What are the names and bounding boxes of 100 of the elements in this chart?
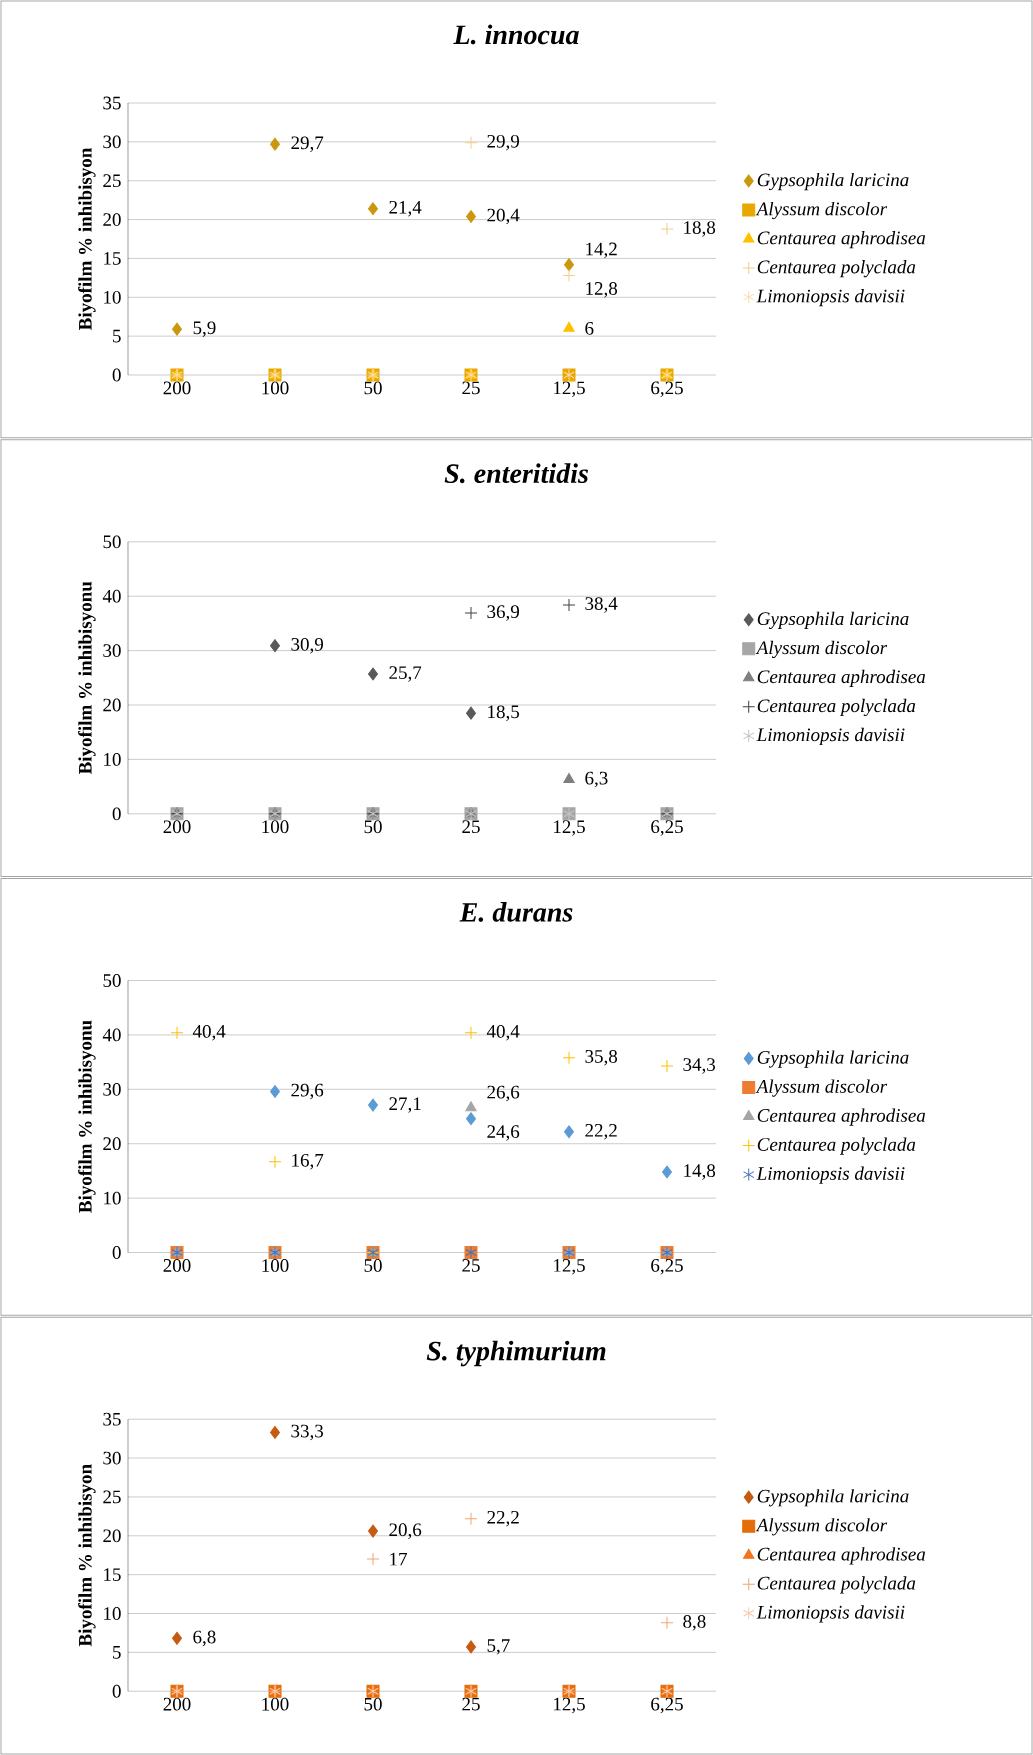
x-tick-label: 12,5	[554, 820, 585, 836]
legend-label: Centaurea aphrodisea	[757, 669, 926, 688]
data-label: 6,8	[193, 1630, 216, 1647]
y-tick-label: 20	[103, 698, 121, 712]
data-label: 18,8	[684, 221, 716, 237]
legend-label: Centaurea aphrodisea	[757, 1547, 926, 1565]
y-tick-label: 0	[112, 1684, 121, 1698]
data-label: 5,9	[193, 321, 216, 337]
y-tick-label: 5	[113, 1646, 121, 1659]
data-label: 21,4	[389, 200, 422, 217]
legend-label: Alyssum discolor	[755, 1518, 888, 1536]
x-tick-label: 100	[262, 820, 289, 834]
chart-title: L. innocua	[453, 24, 579, 45]
legend-label: Limoniopsis davisii	[756, 1166, 905, 1184]
y-tick-label: 40	[102, 589, 121, 603]
data-label: 26,6	[487, 1085, 520, 1102]
y-tick-label: 0	[112, 807, 121, 821]
data-label: 6,3	[585, 771, 608, 788]
y-tick-label: 0	[112, 368, 121, 382]
x-tick-label: 25	[462, 381, 480, 395]
x-tick-label: 50	[364, 1697, 382, 1711]
x-tick-label: 100	[262, 381, 289, 395]
x-tick-label: 25	[462, 1259, 480, 1272]
legend-label: Alyssum discolor	[755, 1079, 888, 1097]
data-label: 14,8	[684, 1164, 716, 1180]
y-tick-label: 15	[104, 1568, 121, 1582]
data-label: 20,6	[389, 1523, 422, 1539]
x-tick-label: 100	[262, 1697, 289, 1711]
y-tick-label: 5	[113, 329, 121, 343]
x-tick-label: 200	[163, 381, 191, 395]
data-label: 34,3	[683, 1058, 716, 1074]
data-label: 29,9	[487, 134, 520, 151]
data-label: 33,3	[291, 1424, 324, 1441]
y-tick-label: 20	[103, 1529, 121, 1543]
legend-label: Centaurea polyclada	[757, 698, 916, 717]
legend-label: Limoniopsis davisii	[756, 1605, 905, 1623]
data-label: 16,7	[292, 1153, 324, 1170]
y-tick-label: 20	[103, 1137, 121, 1151]
data-label: 40,4	[486, 1024, 520, 1041]
y-tick-label: 15	[104, 252, 121, 265]
data-label: 24,6	[487, 1125, 520, 1141]
y-axis-title: Biyofilm % inhibisyonu	[78, 1020, 96, 1213]
data-label: 14,2	[586, 242, 617, 259]
y-tick-label: 30	[103, 1082, 121, 1096]
y-tick-label: 40	[102, 1028, 121, 1042]
x-tick-label: 25	[462, 1697, 480, 1711]
y-tick-label: 35	[103, 96, 121, 110]
x-tick-label: 25	[462, 820, 480, 834]
chart-title: S. typhimurium	[426, 1340, 606, 1367]
legend-label: Centaurea aphrodisea	[757, 230, 926, 249]
data-label: 18,5	[488, 705, 520, 721]
y-axis-title: Biyofilm % inhibisyon	[78, 147, 96, 331]
y-tick-label: 30	[103, 1451, 121, 1465]
legend-label: Centaurea polyclada	[757, 1137, 916, 1155]
y-tick-label: 50	[103, 974, 121, 987]
y-tick-label: 10	[104, 753, 121, 766]
y-tick-label: 25	[103, 1490, 121, 1504]
data-label: 40,4	[192, 1024, 226, 1041]
legend-label: Gypsophila laricina	[757, 611, 909, 629]
data-label: 29,6	[291, 1083, 324, 1100]
x-tick-label: 6,25	[651, 1697, 683, 1714]
legend-label: Limoniopsis davisii	[756, 727, 905, 746]
data-label: 12,8	[586, 282, 618, 298]
y-tick-label: 10	[104, 290, 121, 304]
legend-label: Gypsophila laricina	[757, 1489, 909, 1507]
data-label: 17	[390, 1552, 407, 1566]
legend-label: Centaurea aphrodisea	[757, 1108, 926, 1126]
chart-title: S. enteritidis	[444, 463, 589, 484]
x-tick-label: 200	[163, 1259, 191, 1272]
x-tick-label: 50	[364, 820, 382, 834]
x-tick-label: 6,25	[651, 381, 683, 398]
y-tick-label: 10	[104, 1191, 121, 1205]
data-label: 29,7	[291, 136, 324, 152]
x-tick-label: 12,5	[554, 1697, 585, 1714]
legend-label: Gypsophila laricina	[757, 1050, 909, 1068]
data-label: 22,2	[585, 1123, 617, 1140]
x-tick-label: 12,5	[554, 381, 585, 398]
y-axis-title: Biyofilm % inhibisyonu	[78, 581, 96, 775]
y-tick-label: 20	[103, 213, 121, 226]
chart-title: E. durans	[459, 902, 573, 922]
y-axis-title: Biyofilm % inhibisyon	[78, 1464, 96, 1647]
x-tick-label: 200	[163, 1697, 191, 1711]
x-tick-label: 50	[364, 1259, 382, 1272]
x-tick-label: 6,25	[651, 1259, 683, 1275]
data-label: 25,7	[389, 666, 422, 682]
data-label: 38,4	[585, 597, 618, 613]
legend-label: Centaurea polyclada	[757, 1576, 916, 1594]
legend-label: Limoniopsis davisii	[756, 289, 905, 307]
x-tick-label: 12,5	[554, 1259, 585, 1275]
y-tick-label: 30	[103, 135, 121, 149]
y-tick-label: 0	[112, 1246, 121, 1259]
y-tick-label: 25	[103, 174, 121, 188]
legend-label: Alyssum discolor	[755, 201, 888, 220]
x-tick-label: 200	[163, 820, 191, 834]
data-label: 6	[585, 321, 594, 335]
data-label: 30,9	[291, 637, 324, 654]
data-label: 35,8	[585, 1049, 618, 1066]
data-label: 36,9	[487, 605, 520, 621]
x-tick-label: 6,25	[651, 820, 683, 836]
y-tick-label: 10	[104, 1607, 121, 1620]
